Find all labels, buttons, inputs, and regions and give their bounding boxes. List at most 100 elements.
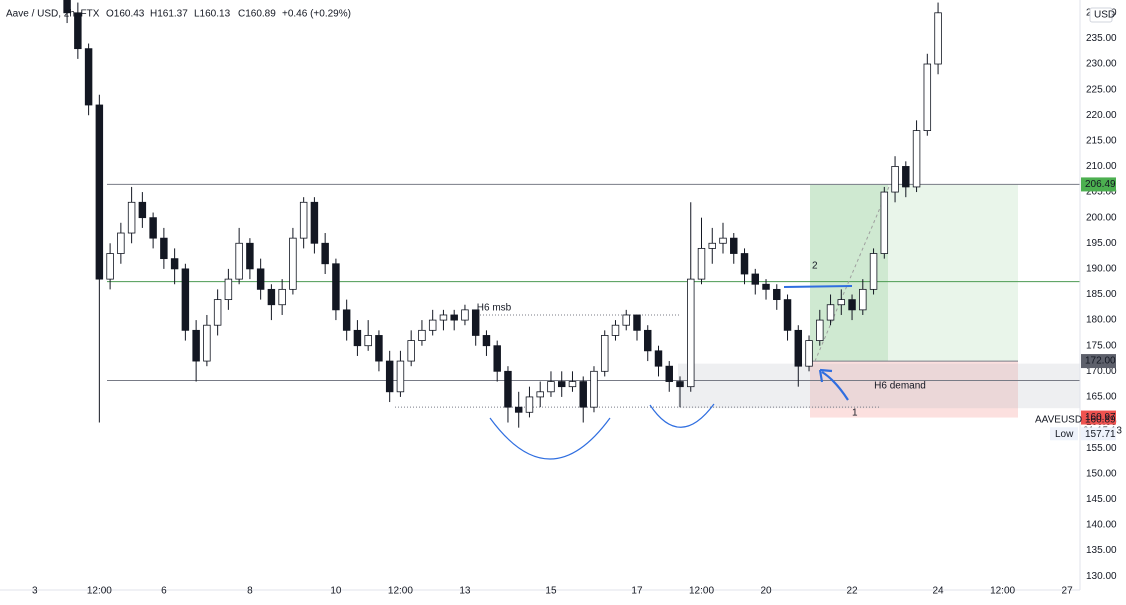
y-tick-label: 215.00 [1086, 135, 1117, 146]
y-tick-label: 235.00 [1086, 33, 1117, 44]
candle-body [880, 191, 889, 254]
candle-body [697, 247, 706, 280]
candle-body [203, 324, 211, 362]
candle-body [826, 304, 835, 321]
candle-body [418, 329, 426, 341]
low-label: Low [1055, 429, 1074, 440]
y-tick-label: 210.00 [1086, 161, 1117, 172]
candle-body [224, 278, 233, 301]
candle-body [364, 335, 372, 347]
x-tick-label: 13 [459, 586, 471, 597]
candle-body [396, 360, 405, 393]
last-price: 160.89 [1085, 415, 1116, 426]
annotation-2: 2 [812, 261, 818, 272]
header-change: +0.46 (+0.29%) [282, 9, 351, 20]
curve [649, 403, 715, 428]
y-tick-label: 195.00 [1086, 238, 1117, 249]
x-tick-label: 27 [1062, 586, 1074, 597]
candle-body [149, 217, 157, 239]
candle-body [719, 237, 727, 244]
y-tick-label: 135.00 [1086, 545, 1117, 556]
candle-body [783, 299, 792, 331]
candle-body [590, 370, 598, 408]
candle-body [192, 329, 200, 362]
candle-body [95, 104, 104, 280]
candle-body [127, 201, 136, 234]
candle-body [869, 253, 878, 290]
candle-body [891, 166, 899, 193]
drawings: 12 [489, 261, 858, 460]
candle-body [407, 340, 415, 362]
candle-body [912, 130, 921, 188]
y-tick-label: 205.00 [1086, 187, 1117, 198]
candle-body [676, 381, 684, 388]
candle-body [794, 329, 803, 367]
candle-body [74, 12, 82, 50]
candle-body [751, 273, 760, 285]
header-open: O160.43 [106, 9, 145, 20]
candle-body [353, 329, 362, 347]
candle-body [536, 391, 544, 398]
candle-body [848, 299, 856, 311]
header-high: H161.37 [150, 9, 188, 20]
candle-body [256, 268, 265, 290]
y-tick-label: 225.00 [1086, 84, 1117, 95]
candle-body [644, 329, 652, 352]
low-tag: 157.71 [1085, 429, 1116, 440]
candle-body [117, 232, 125, 254]
candle-body [321, 242, 329, 265]
candle-body [557, 381, 566, 388]
candle-body [762, 283, 770, 290]
y-tick-label: 170.00 [1086, 366, 1117, 377]
candle-body [428, 319, 437, 331]
candle-body [654, 350, 663, 367]
candle-body [514, 406, 523, 413]
x-tick-label: 12:00 [87, 586, 112, 597]
x-tick-label: 12:00 [689, 586, 714, 597]
candle-body [170, 258, 179, 270]
currency: USD [1094, 10, 1115, 21]
candle-body [837, 299, 846, 306]
candles [63, 0, 942, 428]
y-tick-label: 145.00 [1086, 494, 1117, 505]
msb-label: H6 msb [477, 303, 512, 314]
x-tick-label: 8 [247, 586, 253, 597]
candle-body [84, 48, 93, 106]
y-tick-label: 130.00 [1086, 571, 1117, 582]
candle-body [246, 242, 254, 270]
y-tick-label: 200.00 [1086, 212, 1117, 223]
candle-body [310, 201, 319, 244]
last-symbol: AAVEUSD [1035, 415, 1082, 426]
demand-label: H6 demand [874, 381, 926, 392]
x-tick-label: 3 [32, 586, 38, 597]
target-path [814, 184, 891, 362]
entry-tag: 172.00 [1085, 356, 1116, 367]
x-tick-label: 15 [545, 586, 557, 597]
low-label-bg [1050, 427, 1078, 441]
candle-body [923, 63, 932, 131]
candle-body [138, 201, 147, 219]
candle-body [493, 345, 501, 372]
candle-body [665, 365, 673, 382]
x-tick-label: 22 [846, 586, 858, 597]
x-tick-label: 20 [760, 586, 772, 597]
candle-body [902, 166, 910, 188]
x-tick-label: 10 [330, 586, 342, 597]
x-tick-label: 24 [933, 586, 945, 597]
y-tick-label: 140.00 [1086, 520, 1117, 531]
x-tick-label: 6 [161, 586, 167, 597]
candle-body [439, 314, 448, 321]
profit-zone [810, 184, 1018, 362]
y-tick-label: 190.00 [1086, 264, 1117, 275]
candle-body [934, 12, 942, 65]
x-tick-label: 12:00 [990, 586, 1015, 597]
candle-body [805, 340, 813, 367]
target-tag-bg [1081, 177, 1116, 192]
candle-body [633, 314, 641, 331]
candle-body [816, 319, 824, 341]
y-tick-label: 230.00 [1086, 59, 1117, 70]
candle-body [375, 335, 383, 362]
stop-tag: 160.97 [1085, 412, 1116, 423]
